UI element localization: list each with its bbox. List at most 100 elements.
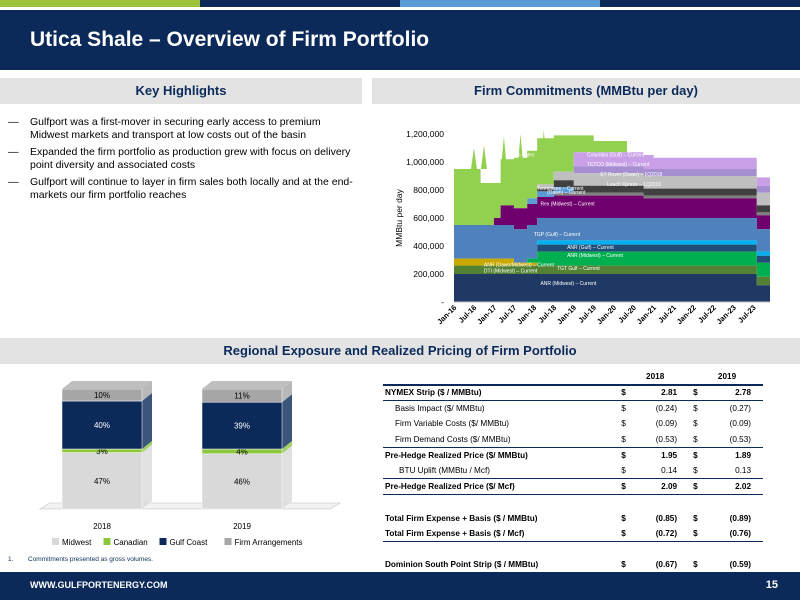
x-tick-label: Jul-22 — [696, 303, 718, 325]
series-annotation: Rex (Midwest) – Current — [540, 201, 595, 207]
x-tick-label: Jul-16 — [457, 303, 479, 325]
firm-sales-spike — [517, 134, 524, 169]
footnote-number: 1. — [8, 556, 14, 563]
currency-symbol: $ — [693, 466, 698, 476]
value-2019: (0.27) — [729, 403, 751, 413]
x-tick-label: Jul-19 — [576, 303, 598, 325]
spacer-row — [383, 541, 763, 558]
page-number: 15 — [765, 579, 778, 591]
row-label: Basis Impact ($/ MMBtu) — [395, 403, 485, 413]
value-2018: 2.09 — [629, 478, 692, 495]
legend-swatch — [224, 538, 232, 545]
table-row: Dominion South Point Strip ($ / MMBtu) $(… — [383, 557, 763, 574]
value-2018: (0.72) — [629, 525, 692, 543]
currency-symbol: $ — [693, 419, 698, 429]
firm-sales-spike — [480, 145, 487, 169]
highlight-item: — Gulfport was a first-mover in securing … — [8, 116, 321, 141]
bar-side — [142, 393, 152, 449]
value-2019: (0.89) — [729, 513, 751, 523]
table-row: Firm Variable Costs ($/ MMBtu) $ (0.09) $ (0… — [383, 416, 763, 432]
currency-symbol: $ — [621, 403, 626, 413]
series-annotation: DTI (Midwest) – Current — [484, 269, 538, 275]
bar-side — [282, 394, 292, 449]
series-annotation: ANR (Dawn/Midwest) – Current — [484, 262, 555, 268]
y-axis-label: MMBtu per day — [394, 188, 404, 246]
value-2018: (0.53) — [655, 434, 678, 444]
currency-symbol: $ — [693, 403, 698, 413]
bar-side — [282, 381, 292, 403]
value-2018: (0.85) — [655, 513, 678, 523]
currency-symbol: $ — [691, 446, 702, 464]
firm-sales-spike — [540, 129, 547, 169]
x-tick-label: Jan-17 — [475, 303, 498, 326]
table-row: Firm Demand Costs ($/ MMBtu) $ (0.53) $ (0.5… — [383, 432, 763, 448]
value-2019: 2.02 — [701, 478, 763, 495]
legend-label: Midwest — [62, 538, 92, 547]
legend-label: Canadian — [114, 538, 148, 547]
x-tick-label: Jul-21 — [656, 303, 678, 325]
table-row: Pre-Hedge Realized Price ($/ MMBtu) $1.95… — [383, 446, 763, 464]
y-tick-label: 600,000 — [413, 213, 444, 223]
highlight-item: — Gulfport will continue to layer in firm… — [8, 176, 353, 201]
footer-bar: WWW.GULFPORTENERGY.COM 15 — [0, 572, 800, 600]
bar-segment — [201, 453, 283, 510]
row-label: Dominion South Point Strip ($ / MMBtu) — [383, 557, 620, 574]
table-row: Basis Impact ($/ MMBtu) $ (0.24) $ (0.27) — [383, 400, 763, 416]
x-tick-label: Jul-23 — [736, 303, 758, 325]
bar-segment — [61, 452, 143, 510]
value-2018: 1.95 — [629, 446, 692, 464]
bar-data-label: 11% — [234, 392, 249, 401]
value-2018: (0.09) — [655, 419, 678, 429]
currency-symbol: $ — [621, 513, 626, 523]
series-annotation: ANR (Midwest) – Current — [567, 253, 623, 259]
bar-data-label: 40% — [94, 421, 110, 430]
table-row: Pre-Hedge Realized Price ($/ Mcf) $2.09 $2… — [383, 478, 763, 495]
bar-side — [142, 381, 152, 401]
currency-symbol: $ — [619, 384, 630, 401]
currency-symbol: $ — [621, 434, 626, 444]
area-series — [454, 244, 770, 269]
page-title: Utica Shale – Overview of Firm Portfolio — [30, 28, 430, 51]
legend-swatch — [52, 538, 59, 545]
footnote-text: Commitments presented as gross volumes. — [28, 556, 153, 563]
row-label: Total Firm Expense + Basis ($ / Mcf) — [383, 525, 620, 543]
y-tick-label: 200,000 — [413, 269, 444, 279]
value-2019: 0.13 — [735, 466, 751, 476]
bar-side — [282, 445, 292, 509]
year-header: 2019 — [691, 369, 763, 386]
series-annotation: Firm Sales — [511, 152, 535, 158]
footer-url[interactable]: WWW.GULFPORTENERGY.COM — [30, 580, 168, 590]
bar-top — [202, 381, 292, 389]
table-row: Total Firm Expense + Basis ($ / MMBtu) $ (… — [383, 510, 763, 526]
firm-commitments-heading: Firm Commitments (MMBtu per day) — [372, 78, 800, 104]
series-annotation: TGP (Gulf) – Current — [534, 232, 581, 238]
regional-exposure-heading: Regional Exposure and Realized Pricing o… — [0, 338, 800, 364]
bar-segment — [61, 400, 143, 450]
highlight-text: Gulfport will continue to layer in firm … — [30, 176, 353, 201]
row-label: BTU Uplift (MMBtu / Mcf) — [399, 466, 490, 476]
x-tick-label: Jan-22 — [675, 303, 698, 326]
area-series — [454, 251, 770, 283]
series-annotation: Tennessee – Current — [537, 186, 584, 192]
currency-symbol: $ — [691, 478, 702, 495]
bar-side — [282, 441, 292, 454]
year-header: 2018 — [619, 369, 692, 386]
x-tick-label: Jan-19 — [555, 303, 578, 326]
series-annotation: TGT Gulf – Current — [557, 266, 600, 272]
bar-data-label: 47% — [94, 477, 110, 486]
series-annotation: (Dawn) – Current — [547, 190, 586, 196]
x-tick-label: Jul-20 — [616, 303, 638, 325]
currency-symbol: $ — [691, 525, 702, 543]
table-header-row: 2018 2019 — [383, 369, 763, 386]
value-2018: 0.14 — [661, 466, 678, 476]
pricing-table: 2018 2019 NYMEX Strip ($ / MMBtu) $2.81 $2.7… — [383, 369, 763, 574]
series-annotation: TETCO (Midwest) – Current — [587, 162, 650, 168]
series-annotation: ANR (Midwest) – Current — [540, 281, 596, 287]
bar-data-label: 46% — [234, 477, 250, 486]
bar-data-label: 3% — [96, 447, 108, 456]
x-tick-label: Jan-18 — [515, 303, 538, 326]
row-label: Pre-Hedge Realized Price ($/ MMBtu) — [383, 446, 620, 464]
x-tick-label: Jan-20 — [595, 303, 618, 326]
x-tick-label: Jul-17 — [497, 303, 519, 325]
row-label: NYMEX Strip ($ / MMBtu) — [383, 384, 620, 401]
